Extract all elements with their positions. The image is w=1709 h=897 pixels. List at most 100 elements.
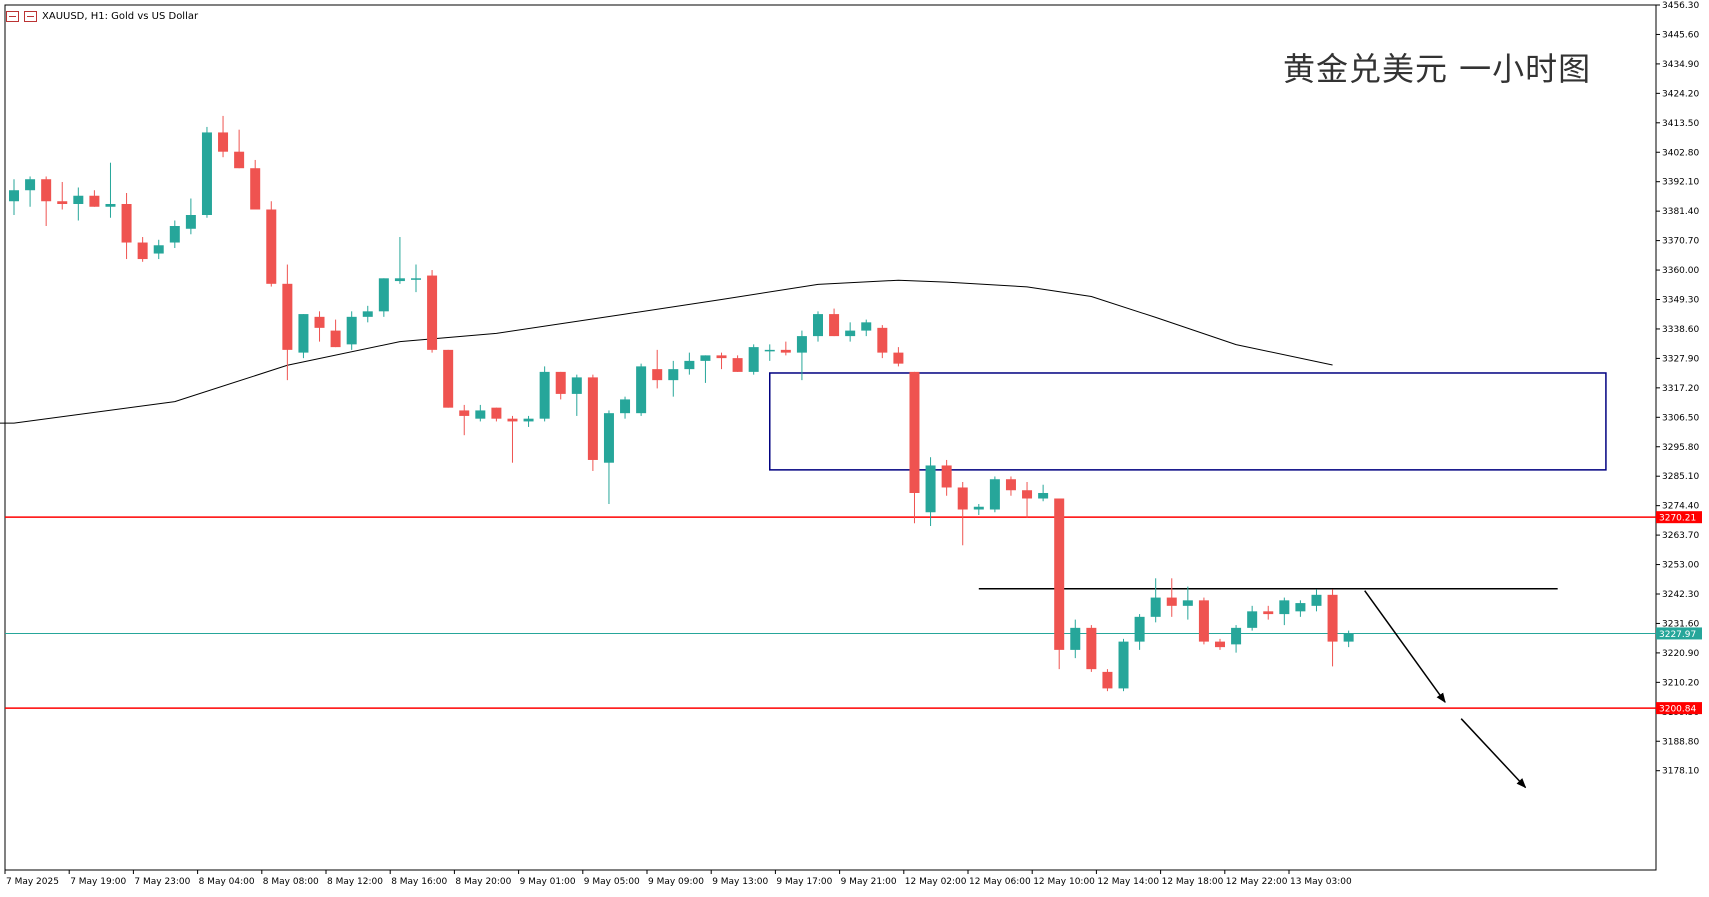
candle-body — [362, 311, 373, 317]
candle-body — [716, 355, 727, 359]
price-tick-label: 3392.10 — [1662, 178, 1699, 188]
candle — [1022, 481, 1033, 518]
candle-body — [539, 371, 550, 419]
candle — [137, 237, 148, 262]
candle-body — [1054, 498, 1065, 650]
candle — [153, 239, 164, 260]
candle — [266, 201, 277, 287]
candle-body — [668, 369, 679, 381]
candle — [121, 192, 132, 260]
candle-body — [1215, 641, 1225, 648]
candle-body — [185, 215, 196, 229]
candle-body — [1327, 594, 1338, 642]
time-tick-label: 7 May 23:00 — [134, 877, 190, 887]
candle — [813, 311, 823, 342]
candle — [1054, 498, 1065, 670]
resistance-price-label: 3270.21 — [1659, 514, 1696, 524]
candle — [1086, 625, 1097, 672]
candle — [796, 330, 807, 381]
candle-body — [73, 195, 84, 204]
candle-body — [169, 226, 180, 243]
candle — [861, 319, 872, 337]
support-price-label: 3200.84 — [1659, 705, 1696, 715]
candle-body — [314, 316, 325, 328]
candle — [829, 308, 840, 337]
moving-average-line — [0, 279, 1333, 424]
time-tick-label: 12 May 02:00 — [905, 877, 967, 887]
candle — [748, 344, 759, 375]
candle — [394, 237, 405, 284]
price-tick-label: 3285.10 — [1662, 472, 1699, 482]
candle — [571, 374, 582, 416]
candle-body — [153, 245, 164, 254]
chart-type-icon[interactable] — [24, 10, 37, 22]
time-tick-label: 12 May 22:00 — [1226, 877, 1288, 887]
candle-body — [1038, 492, 1049, 499]
candle-body — [459, 410, 470, 416]
candle-body — [491, 407, 502, 419]
candle — [1198, 597, 1209, 645]
candle — [73, 187, 84, 221]
candle-body — [523, 418, 534, 422]
candle-body — [973, 506, 984, 510]
candle-body — [1005, 479, 1016, 491]
candle-body — [1295, 603, 1306, 612]
current-price-label: 3227.97 — [1659, 630, 1696, 640]
candle — [1150, 578, 1161, 623]
candle — [523, 415, 534, 427]
candle-body — [250, 168, 261, 210]
time-tick-label: 12 May 10:00 — [1033, 877, 1095, 887]
candle-body — [1070, 627, 1081, 650]
chart-settings-icon[interactable] — [6, 10, 19, 22]
candle-body — [57, 201, 68, 204]
symbol-label: XAUUSD, H1: Gold vs US Dollar — [42, 10, 199, 22]
candle — [1070, 619, 1081, 659]
candle-body — [121, 203, 132, 243]
candle-body — [571, 377, 582, 394]
candle-body — [1182, 600, 1193, 606]
candle-body — [748, 347, 759, 372]
time-tick-label: 7 May 19:00 — [70, 877, 126, 887]
candle-body — [700, 355, 711, 361]
price-tick-label: 3424.20 — [1662, 89, 1699, 99]
candle-body — [411, 278, 421, 280]
candle-body — [330, 330, 341, 348]
time-tick-label: 8 May 20:00 — [455, 877, 511, 887]
candle-body — [443, 349, 454, 408]
candle-body — [201, 132, 212, 216]
candle — [218, 115, 229, 158]
price-tick-label: 3210.20 — [1662, 678, 1699, 688]
candle-body — [137, 242, 148, 260]
candle — [909, 371, 920, 524]
price-tick-label: 3231.60 — [1662, 619, 1699, 629]
price-tick-label: 3220.90 — [1662, 649, 1699, 659]
candle-body — [1134, 616, 1145, 642]
candle — [105, 162, 116, 218]
price-tick-label: 3317.20 — [1662, 384, 1699, 394]
price-tick-label: 3445.60 — [1662, 30, 1699, 40]
price-tick-label: 3456.30 — [1662, 1, 1699, 11]
candle — [459, 404, 470, 436]
time-tick-label: 8 May 16:00 — [391, 877, 447, 887]
candle — [362, 305, 373, 323]
candle-body — [555, 371, 566, 394]
time-tick-label: 8 May 12:00 — [327, 877, 383, 887]
candle — [587, 374, 598, 471]
candle — [877, 325, 888, 359]
candle — [1182, 586, 1193, 620]
time-tick-label: 8 May 04:00 — [199, 877, 255, 887]
candle-body — [652, 369, 663, 381]
price-tick-label: 3188.80 — [1662, 737, 1699, 747]
price-tick-label: 3402.80 — [1662, 148, 1699, 158]
candle — [716, 352, 727, 370]
candle-body — [1231, 627, 1242, 645]
candle-body — [427, 275, 438, 350]
time-tick-label: 12 May 18:00 — [1162, 877, 1224, 887]
candle — [1247, 605, 1258, 631]
forecast-arrow — [1364, 590, 1446, 703]
current-price-tag — [1656, 627, 1702, 640]
candle-body — [829, 314, 840, 337]
candle — [475, 404, 486, 422]
